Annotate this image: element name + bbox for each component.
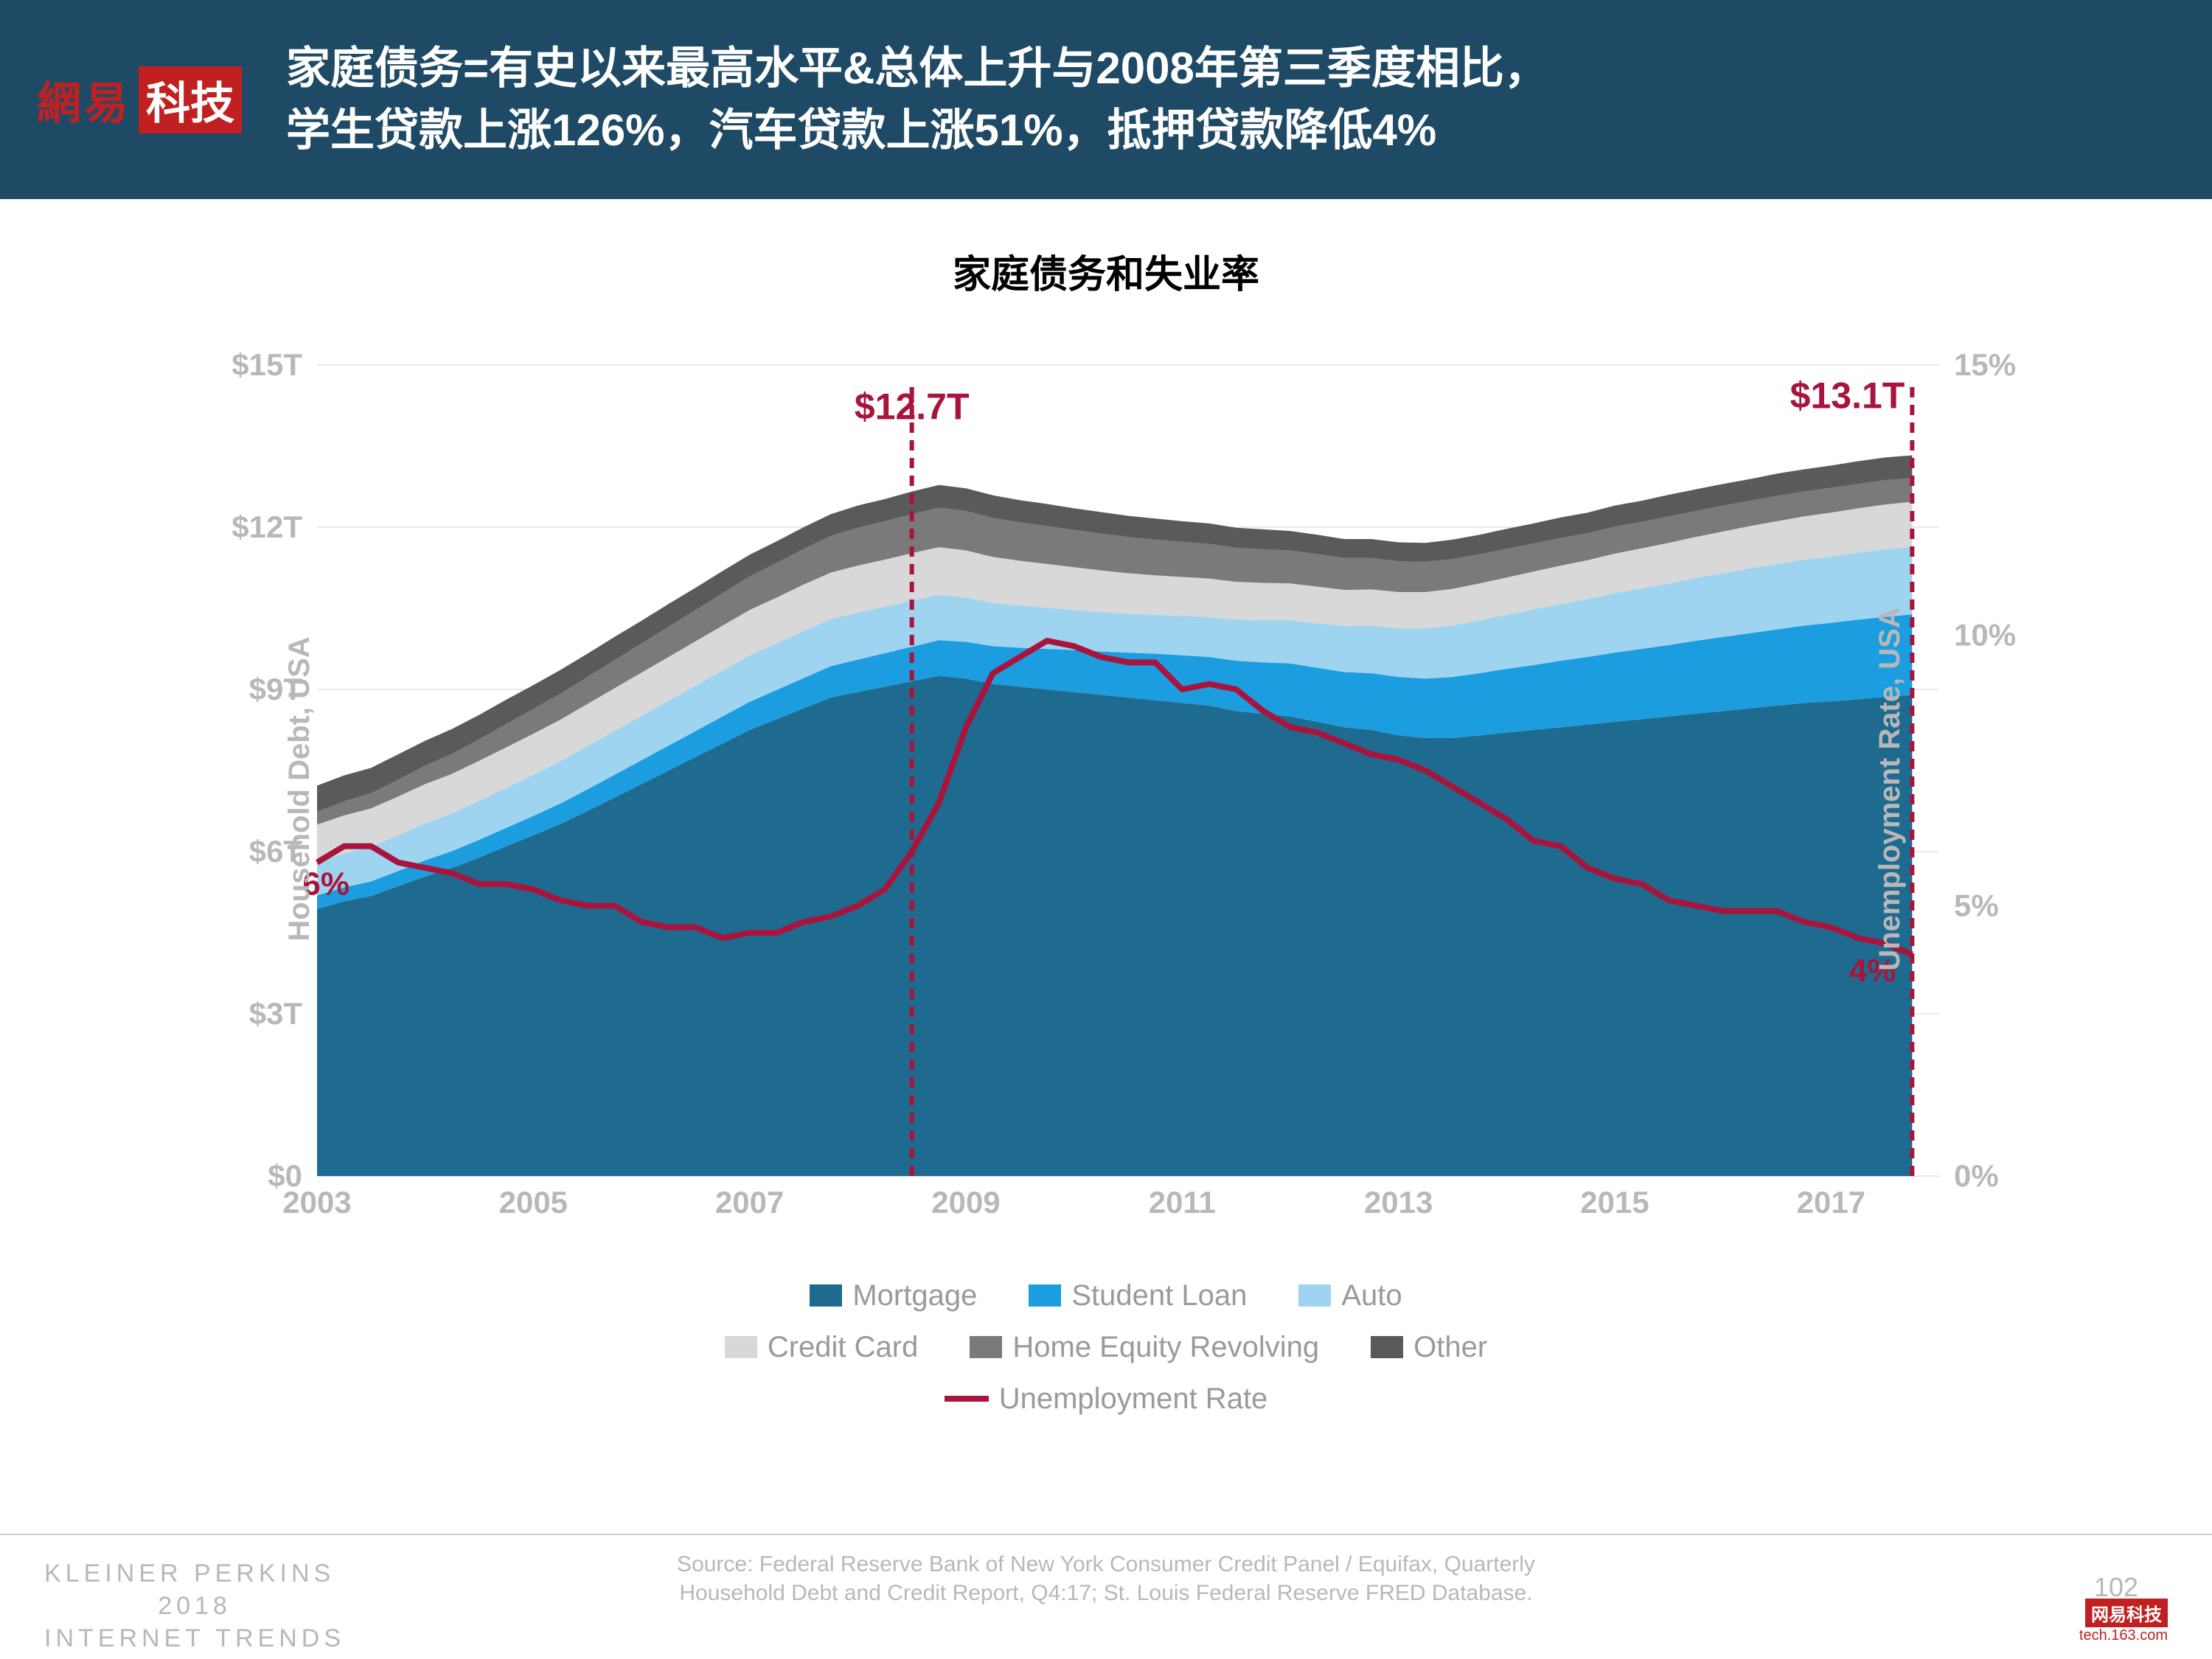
footer: KLEINER PERKINS 2018 INTERNET TRENDS Sou… (0, 1534, 2212, 1659)
legend-swatch (810, 1284, 842, 1307)
svg-text:2007: 2007 (715, 1185, 784, 1220)
legend: Mortgage Student Loan Auto Credit Card Home… (184, 1272, 2028, 1422)
legend-row: Mortgage Student Loan Auto (184, 1272, 2028, 1319)
svg-text:2015: 2015 (1580, 1185, 1649, 1220)
svg-text:0%: 0% (1954, 1158, 1999, 1193)
svg-text:10%: 10% (1954, 618, 2016, 653)
svg-text:2005: 2005 (499, 1185, 568, 1220)
legend-swatch (945, 1396, 989, 1402)
svg-text:2013: 2013 (1364, 1185, 1433, 1220)
legend-swatch (1298, 1284, 1331, 1307)
legend-item: Other (1371, 1324, 1487, 1371)
source-line1: Source: Federal Reserve Bank of New York… (677, 1550, 1535, 1579)
legend-label: Unemployment Rate (999, 1375, 1268, 1422)
chart-title: 家庭债务和失业率 (0, 243, 2212, 299)
footer-brand: KLEINER PERKINS 2018 INTERNET TRENDS (44, 1557, 345, 1655)
title-line2: 学生贷款上涨126%，汽车贷款上涨51%，抵押贷款降低4% (286, 100, 1548, 161)
legend-label: Student Loan (1071, 1272, 1247, 1319)
svg-text:$13.1T: $13.1T (1790, 375, 1905, 417)
legend-swatch (1371, 1336, 1403, 1358)
legend-item: Unemployment Rate (945, 1375, 1268, 1422)
y-left-label: Household Debt, USA (283, 636, 316, 941)
legend-item: Mortgage (810, 1272, 977, 1319)
stamp-text: 网易科技 (2085, 1599, 2168, 1627)
legend-label: Other (1413, 1324, 1487, 1371)
svg-text:$3T: $3T (249, 996, 303, 1031)
svg-text:2003: 2003 (282, 1185, 351, 1220)
stamp-url: tech.163.com (2079, 1627, 2168, 1644)
slide-title: 家庭债务=有史以来最高水平&总体上升与2008年第三季度相比， 学生贷款上涨12… (286, 38, 1548, 161)
brand-line1: KLEINER PERKINS (44, 1557, 345, 1590)
y-right-label: Unemployment Rate, USA (1874, 607, 1907, 970)
legend-item: Auto (1298, 1272, 1402, 1319)
svg-text:$15T: $15T (232, 347, 302, 382)
legend-row: Credit Card Home Equity Revolving Other (184, 1324, 2028, 1371)
brand-line2: 2018 (44, 1590, 345, 1622)
logo-part1: 網易 (37, 68, 131, 132)
legend-item: Credit Card (725, 1324, 919, 1371)
chart-area: Household Debt, USA Unemployment Rate, U… (184, 328, 2028, 1250)
brand-line3: INTERNET TRENDS (44, 1622, 345, 1655)
legend-label: Credit Card (768, 1324, 919, 1371)
svg-text:5%: 5% (1954, 888, 1999, 922)
legend-swatch (725, 1336, 757, 1358)
svg-text:15%: 15% (1954, 347, 2016, 382)
chart-svg: $0$3T$6T$9T$12T$15T0%5%10%15%20032005200… (184, 328, 2028, 1250)
logo-part2: 科技 (139, 66, 242, 133)
svg-text:$12T: $12T (232, 509, 302, 544)
legend-item: Student Loan (1029, 1272, 1247, 1319)
svg-text:2011: 2011 (1149, 1185, 1216, 1220)
netease-logo: 網易 科技 (37, 66, 242, 133)
legend-row: Unemployment Rate (184, 1375, 2028, 1422)
svg-text:2009: 2009 (931, 1185, 1000, 1220)
legend-label: Home Equity Revolving (1012, 1324, 1319, 1371)
source-line2: Household Debt and Credit Report, Q4:17;… (677, 1579, 1535, 1607)
legend-swatch (1029, 1284, 1061, 1307)
legend-label: Auto (1341, 1272, 1402, 1319)
legend-label: Mortgage (852, 1272, 977, 1319)
footer-stamp: 网易科技 tech.163.com (2079, 1599, 2168, 1644)
svg-text:2017: 2017 (1797, 1185, 1865, 1220)
legend-swatch (970, 1336, 1002, 1358)
footer-source: Source: Federal Reserve Bank of New York… (677, 1550, 1535, 1607)
slide-header: 網易 科技 家庭债务=有史以来最高水平&总体上升与2008年第三季度相比， 学生… (0, 0, 2212, 199)
svg-text:$12.7T: $12.7T (855, 386, 970, 427)
legend-item: Home Equity Revolving (970, 1324, 1319, 1371)
title-line1: 家庭债务=有史以来最高水平&总体上升与2008年第三季度相比， (286, 38, 1548, 100)
